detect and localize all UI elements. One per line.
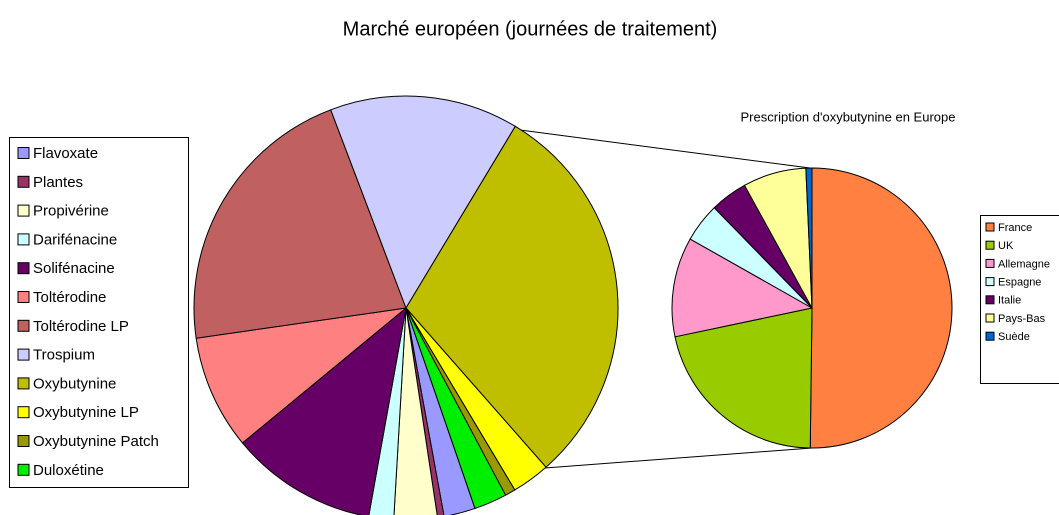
legend-label: Toltérodine LP (33, 318, 129, 335)
legend-label: Darifénacine (33, 231, 117, 248)
legend-swatch (985, 295, 995, 305)
legend-swatch (17, 319, 30, 332)
legend-label: Solifénacine (33, 260, 115, 277)
legend-swatch (17, 262, 30, 275)
chart-title: Marché européen (journées de traitement) (343, 18, 718, 40)
legend-label: France (998, 222, 1032, 234)
pie-slice (671, 238, 814, 338)
pie-slice (195, 307, 408, 444)
legend-label: Plantes (33, 174, 83, 191)
legend-label: Trospium (33, 347, 95, 364)
subchart-title: Prescription d'oxybutynine en Europe (741, 109, 956, 124)
legend-label: Oxybutynine LP (33, 404, 139, 421)
legend-box (9, 137, 189, 488)
legend-swatch (17, 463, 30, 476)
legend-swatch (17, 175, 30, 188)
legend-swatch (985, 313, 995, 323)
legend-label: Duloxétine (33, 462, 104, 479)
pie-slice (805, 167, 813, 309)
pie-slice (809, 167, 953, 449)
legend-swatch (17, 435, 30, 447)
legend-label: Pays-Bas (998, 313, 1046, 325)
pie-slice (405, 307, 445, 515)
legend-swatch (17, 233, 30, 246)
connector-line (544, 447, 813, 469)
pie-slice (193, 109, 407, 339)
legend-label: Suède (998, 331, 1030, 343)
connector-line (519, 129, 811, 169)
legend-label: Flavoxate (33, 145, 98, 162)
pie-slice (405, 125, 619, 468)
legend-swatch (985, 331, 995, 341)
legend-label: Propivérine (33, 203, 109, 220)
pie-slice (405, 307, 507, 510)
legend-swatch (17, 348, 30, 361)
pie-slice (393, 307, 438, 515)
legend-swatch (17, 204, 30, 217)
legend-label: Espagne (998, 277, 1041, 289)
legend-swatch (985, 222, 995, 232)
legend-label: Italie (998, 295, 1021, 307)
legend-label: Toltérodine (33, 289, 106, 306)
legend-swatch (17, 147, 30, 159)
legend-label: Oxybutynine Patch (33, 433, 159, 450)
pie-slice (674, 307, 813, 449)
legend-label: Allemagne (998, 258, 1050, 270)
legend-swatch (985, 277, 995, 287)
legend-swatch (985, 240, 995, 250)
legend-swatch (17, 377, 30, 390)
legend-swatch (17, 406, 30, 419)
legend-label: UK (998, 240, 1014, 252)
pie-slice (330, 95, 517, 310)
legend-label: Oxybutynine (33, 375, 116, 392)
legend-swatch (985, 258, 995, 268)
legend-swatch (17, 291, 30, 303)
